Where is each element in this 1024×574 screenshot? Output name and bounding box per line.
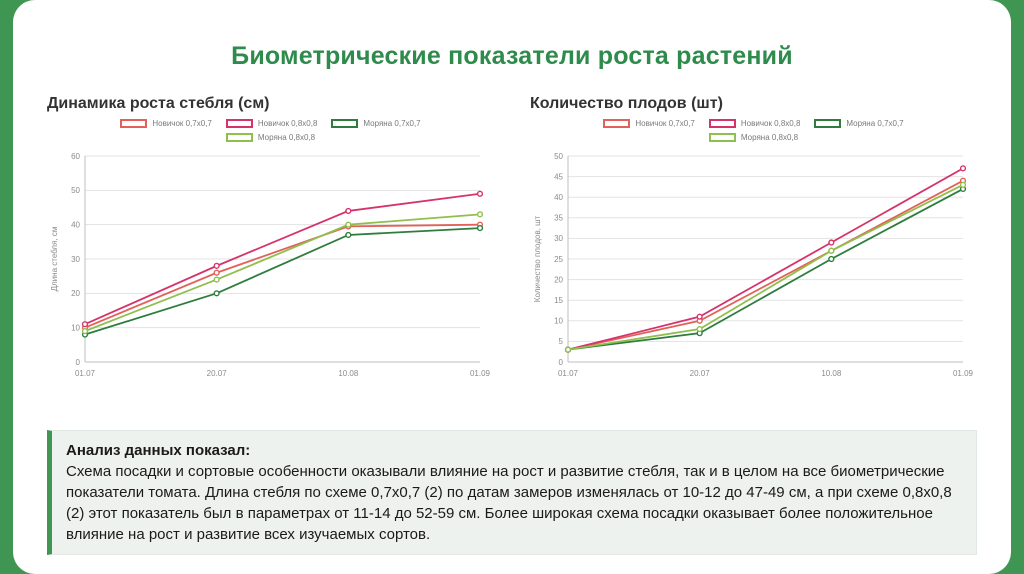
data-point-marker bbox=[81, 321, 89, 328]
chart-heading-stem: Динамика роста стебля (см) bbox=[47, 95, 270, 112]
legend-item: Моряна 0,8х0,8 bbox=[225, 133, 316, 142]
legend-item: Моряна 0,8х0,8 bbox=[708, 133, 799, 142]
data-point-marker bbox=[345, 231, 352, 239]
data-point-marker bbox=[213, 262, 220, 269]
legend-item: Моряна 0,7х0,7 bbox=[331, 119, 421, 128]
svg-text:5: 5 bbox=[559, 337, 564, 346]
svg-text:60: 60 bbox=[71, 152, 80, 161]
chart-legend: Новичок 0,7х0,7 Новичок 0,8х0,8 Моряна 0,7… bbox=[581, 119, 926, 142]
data-point-marker bbox=[213, 276, 220, 283]
legend-label: Новичок 0,8х0,8 bbox=[740, 119, 801, 128]
svg-text:01.07: 01.07 bbox=[75, 369, 96, 378]
svg-text:40: 40 bbox=[554, 193, 563, 202]
svg-text:50: 50 bbox=[554, 152, 563, 161]
svg-text:45: 45 bbox=[554, 172, 563, 181]
legend-swatch bbox=[225, 133, 253, 142]
data-point-marker bbox=[345, 207, 352, 215]
series-line bbox=[567, 184, 964, 351]
series-line bbox=[84, 192, 481, 326]
legend-item: Новичок 0,8х0,8 bbox=[708, 119, 801, 128]
data-point-marker bbox=[828, 255, 835, 263]
legend-label: Новичок 0,7х0,7 bbox=[152, 119, 212, 128]
analysis-text: Анализ данных показал: Схема посадки и с… bbox=[66, 440, 962, 545]
legend-swatch bbox=[814, 119, 842, 128]
page-title: Биометрические показатели роста растений bbox=[231, 42, 793, 70]
series-line bbox=[84, 213, 481, 332]
svg-text:30: 30 bbox=[71, 255, 80, 264]
chart-legend: Новичок 0,7х0,7 Новичок 0,8х0,8 Моряна 0,7… bbox=[98, 119, 443, 142]
legend-item: Новичок 0,8х0,8 bbox=[225, 119, 318, 128]
data-point-marker bbox=[213, 269, 220, 276]
svg-text:01.09: 01.09 bbox=[953, 369, 974, 378]
analysis-body: Схема посадки и сортовые особенности ока… bbox=[66, 463, 952, 543]
svg-text:01.07: 01.07 bbox=[558, 369, 579, 378]
svg-text:10.08: 10.08 bbox=[338, 369, 359, 378]
data-point-marker bbox=[696, 313, 703, 320]
line-chart-svg: 0 10 20 30 40 50 60 01.07 20.07 10.08 01.09 Длина с… bbox=[50, 152, 491, 378]
series-line bbox=[84, 223, 481, 329]
legend-item: Новичок 0,7х0,7 bbox=[120, 119, 212, 128]
svg-text:15: 15 bbox=[554, 296, 563, 305]
svg-text:20.07: 20.07 bbox=[207, 369, 228, 378]
chart-plot-fruit: 0 5 10 15 20 25 30 35 40 45 50 01.07 20.07 10.08 01.09… bbox=[530, 148, 977, 386]
legend-label: Новичок 0,7х0,7 bbox=[635, 119, 695, 128]
series-line bbox=[567, 179, 964, 351]
data-point-marker bbox=[959, 181, 967, 188]
data-point-marker bbox=[564, 346, 572, 353]
legend-item: Моряна 0,7х0,7 bbox=[814, 119, 904, 128]
series-line bbox=[84, 227, 481, 336]
svg-text:10.08: 10.08 bbox=[821, 369, 842, 378]
legend-swatch bbox=[708, 133, 736, 142]
data-point-marker bbox=[213, 290, 220, 297]
y-axis-label: Длина стебля, см bbox=[50, 227, 59, 292]
svg-text:20.07: 20.07 bbox=[690, 369, 711, 378]
chart-heading-fruit: Количество плодов (шт) bbox=[530, 95, 723, 112]
legend-swatch bbox=[225, 119, 253, 128]
svg-text:30: 30 bbox=[554, 234, 563, 243]
svg-text:10: 10 bbox=[554, 317, 563, 326]
legend-swatch bbox=[708, 119, 736, 128]
data-point-marker bbox=[476, 224, 484, 232]
legend-swatch bbox=[120, 119, 148, 128]
svg-text:0: 0 bbox=[559, 358, 564, 367]
svg-text:01.09: 01.09 bbox=[470, 369, 491, 378]
legend-swatch bbox=[331, 119, 359, 128]
series-line bbox=[567, 167, 964, 351]
data-point-marker bbox=[476, 211, 484, 218]
svg-text:40: 40 bbox=[71, 220, 80, 229]
series-line bbox=[567, 188, 964, 351]
svg-text:35: 35 bbox=[554, 214, 563, 223]
chart-fruit-count: Количество плодов (шт) Новичок 0,7х0,7 Но… bbox=[530, 95, 977, 386]
legend-label: Моряна 0,8х0,8 bbox=[740, 133, 799, 142]
analysis-heading: Анализ данных показал: bbox=[66, 442, 251, 459]
data-point-marker bbox=[959, 165, 967, 172]
data-point-marker bbox=[81, 328, 89, 335]
data-point-marker bbox=[828, 239, 835, 246]
legend-label: Новичок 0,8х0,8 bbox=[257, 119, 318, 128]
legend-label: Моряна 0,7х0,7 bbox=[363, 119, 421, 128]
svg-text:50: 50 bbox=[71, 186, 80, 195]
chart-stem-growth: Динамика роста стебля (см) Новичок 0,7х0… bbox=[47, 95, 494, 386]
legend-label: Моряна 0,8х0,8 bbox=[257, 133, 316, 142]
data-point-marker bbox=[476, 190, 484, 197]
line-chart-svg: 0 5 10 15 20 25 30 35 40 45 50 01.07 20.07 10.08 01.09… bbox=[533, 152, 974, 378]
data-point-marker bbox=[696, 325, 703, 333]
svg-text:10: 10 bbox=[71, 323, 80, 332]
slide: Биометрические показатели роста растений… bbox=[13, 0, 1011, 574]
data-point-marker bbox=[345, 221, 352, 228]
charts-row: Динамика роста стебля (см) Новичок 0,7х0… bbox=[13, 95, 1011, 386]
legend-label: Моряна 0,7х0,7 bbox=[846, 119, 904, 128]
legend-swatch bbox=[603, 119, 631, 128]
y-axis-label: Количество плодов, шт bbox=[533, 215, 542, 302]
chart-plot-stem: 0 10 20 30 40 50 60 01.07 20.07 10.08 01.09 Длина с… bbox=[47, 148, 494, 386]
svg-text:0: 0 bbox=[76, 358, 81, 367]
svg-text:20: 20 bbox=[554, 275, 563, 284]
svg-text:20: 20 bbox=[71, 289, 80, 298]
analysis-box: Анализ данных показал: Схема посадки и с… bbox=[47, 430, 977, 555]
legend-item: Новичок 0,7х0,7 bbox=[603, 119, 695, 128]
svg-text:25: 25 bbox=[554, 255, 563, 264]
data-point-marker bbox=[828, 247, 835, 254]
